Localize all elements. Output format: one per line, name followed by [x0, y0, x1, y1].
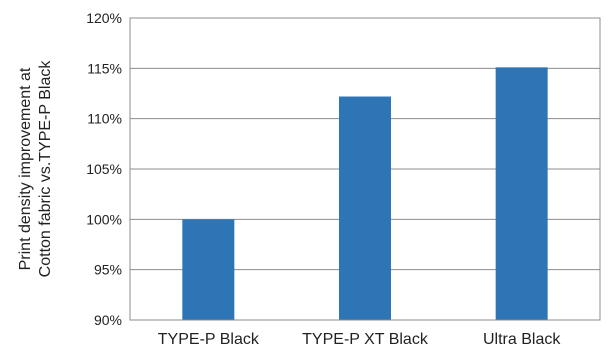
y-tick-label: 90% [94, 312, 122, 328]
bar [182, 219, 235, 320]
x-category-label: Ultra Black [483, 331, 561, 348]
y-axis-title-line: Print density improvement at [17, 67, 34, 270]
y-tick-label: 100% [86, 211, 122, 227]
plot-area-frame [129, 17, 601, 321]
x-category-label: TYPE-P Black [158, 331, 260, 348]
bars [182, 67, 548, 321]
y-tick-label: 105% [86, 161, 122, 177]
x-category-labels: TYPE-P Black TYPE-P XT Black Ultra Black [158, 331, 562, 348]
y-tick-label: 95% [94, 262, 122, 278]
bar [339, 96, 391, 321]
x-category-label: TYPE-P XT Black [302, 331, 429, 348]
y-tick-label: 115% [87, 60, 122, 76]
y-tick-labels: 90% 95% 100% 105% 110% 115% 120% [86, 10, 122, 328]
y-tick-label: 120% [86, 10, 122, 26]
y-axis-title-line: Cotton fabric vs.TYPE-P Black [37, 60, 54, 278]
y-tick-label: 110% [87, 111, 122, 127]
y-axis-title: Print density improvement at Cotton fabri… [17, 60, 54, 278]
bar [495, 67, 548, 321]
